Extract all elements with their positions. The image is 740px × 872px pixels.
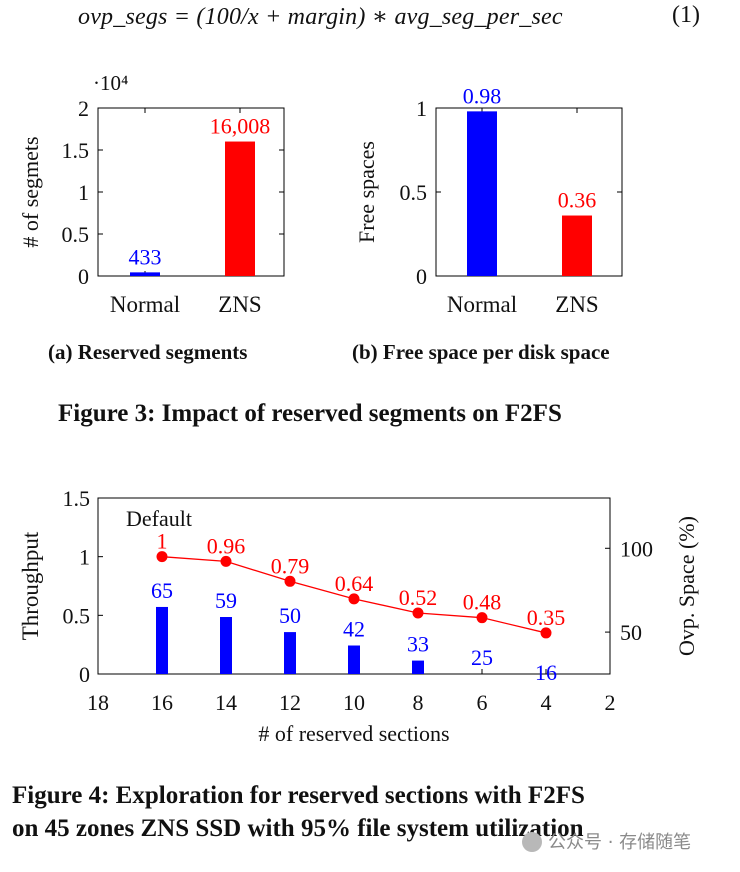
chart-a-xtick-label: ZNS: [218, 292, 261, 317]
chart-fig4-xtick-label: 16: [151, 690, 173, 715]
chart-b-data-label: 0.98: [463, 83, 502, 108]
chart-fig4-xtick-label: 14: [215, 690, 237, 715]
chart-fig4-line-point: [220, 555, 232, 567]
chart-fig4-ytick-left-label: 1.5: [63, 486, 91, 511]
chart-fig4-line-label: 0.48: [463, 590, 502, 615]
chart-fig4-bar-label: 42: [343, 617, 365, 642]
chart-fig4-bar-label: 50: [279, 603, 301, 628]
chart-a-ytick-label: 2: [78, 96, 89, 121]
chart-fig4-xtick-label: 18: [87, 690, 109, 715]
chart-a-data-label: 16,008: [210, 114, 271, 139]
chart-fig4-line-point: [476, 612, 488, 624]
chart-b-bar: [467, 111, 497, 276]
chart-a-ytick-label: 0: [78, 264, 89, 289]
chart-fig4-xtick-label: 8: [413, 690, 424, 715]
figure-4-caption-line-2: on 45 zones ZNS SSD with 95% file system…: [12, 815, 584, 842]
chart-fig4-bar: [348, 645, 360, 674]
figure-4-caption-line-1: Figure 4: Exploration for reserved secti…: [12, 782, 585, 809]
chart-fig4-xtick-label: 10: [343, 690, 365, 715]
chart-a-bar: [130, 272, 160, 276]
chart-b-bar: [562, 215, 592, 276]
watermark: 公众号 · 存储随笔: [522, 828, 691, 854]
subfigure-b-caption: (b) Free space per disk space: [352, 340, 610, 364]
chart-fig4-line-label: 0.35: [527, 605, 566, 630]
watermark-text: 公众号 · 存储随笔: [548, 832, 692, 853]
chart-fig4-line-label: 0.79: [271, 553, 310, 578]
chart-fig4-bar-label: 16: [535, 660, 557, 685]
chart-fig4-ytick-right-label: 100: [620, 536, 653, 561]
chart-fig4-xtick-label: 12: [279, 690, 301, 715]
chart-a-bar: [225, 141, 255, 276]
chart-b-ytick-label: 0: [416, 264, 427, 289]
chart-b-ytick-label: 0.5: [400, 180, 428, 205]
equation-number: (1): [672, 2, 700, 28]
chart-a-y-multiplier: ·10⁴: [93, 71, 128, 95]
chart-fig4-bar: [284, 632, 296, 674]
chart-fig4-ytick-right-label: 50: [620, 620, 642, 645]
chart-b-xtick-label: ZNS: [555, 292, 598, 317]
chart-a-data-label: 433: [129, 244, 162, 269]
chart-fig4-line-label: 0.96: [207, 533, 246, 558]
chart-b-ytick-label: 1: [416, 96, 427, 121]
chart-fig4-bar-label: 25: [471, 645, 493, 670]
chart-a-ytick-label: 0.5: [62, 222, 90, 247]
chart-fig4-xlabel: # of reserved sections: [258, 721, 449, 746]
chart-fig4-bar: [220, 617, 232, 674]
wechat-icon: [522, 832, 542, 852]
chart-fig4-bar-label: 59: [215, 588, 237, 613]
chart-fig4-bar: [412, 660, 424, 674]
chart-fig4-annotation: Default: [126, 506, 192, 531]
chart-fig4-line-point: [156, 551, 168, 563]
chart-fig4-bar: [156, 606, 168, 674]
chart-fig4-line-label: 1: [157, 529, 168, 554]
chart-a-ytick-label: 1.5: [62, 138, 90, 163]
chart-fig4-bar-label: 33: [407, 632, 429, 657]
equation: ovp_segs = (100/x + margin) ∗ avg_seg_pe…: [60, 2, 700, 34]
chart-fig4-ytick-left-label: 0: [79, 662, 90, 687]
chart-b-xtick-label: Normal: [447, 292, 517, 317]
chart-a-ytick-label: 1: [78, 180, 89, 205]
chart-fig4-bar-label: 65: [151, 578, 173, 603]
chart-fig4-line-point: [412, 607, 424, 619]
chart-fig4-xtick-label: 2: [605, 690, 616, 715]
chart-fig4-ylabel-right: Ovp. Space (%): [674, 516, 699, 656]
chart-fig4-xtick-label: 6: [477, 690, 488, 715]
chart-fig4-xtick-label: 4: [541, 690, 552, 715]
chart-fig4-ytick-left-label: 0.5: [63, 603, 91, 628]
chart-b-data-label: 0.36: [558, 188, 597, 213]
chart-fig4-line-label: 0.64: [335, 571, 374, 596]
chart-b-ylabel: Free spaces: [354, 141, 379, 243]
chart-fig4-ylabel-left: Throughput: [18, 531, 43, 640]
chart-fig4-line-label: 0.52: [399, 585, 438, 610]
chart-fig4-ytick-left-label: 1: [79, 545, 90, 570]
equation-text: ovp_segs = (100/x + margin) ∗ avg_seg_pe…: [78, 4, 563, 30]
chart-fig4-line-point: [540, 627, 552, 639]
chart-fig4-line-point: [284, 575, 296, 587]
figure-3-caption: Figure 3: Impact of reserved segments on…: [58, 400, 562, 427]
chart-a-ylabel: # of segmets: [18, 136, 43, 247]
chart-a-xtick-label: Normal: [110, 292, 180, 317]
subfigure-a-caption: (a) Reserved segments: [48, 340, 248, 364]
chart-fig4-line-point: [348, 593, 360, 605]
